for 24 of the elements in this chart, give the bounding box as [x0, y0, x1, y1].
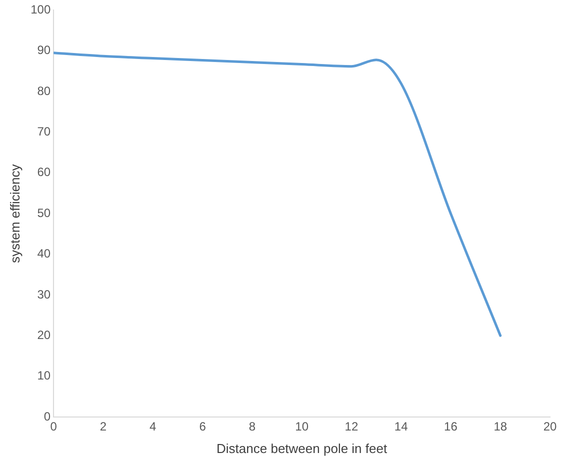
y-tick-label: 30: [37, 287, 51, 302]
y-axis-title: system efficiency: [7, 164, 22, 263]
x-tick-label: 10: [295, 420, 309, 434]
y-tick-label: 60: [37, 165, 51, 180]
x-tick-label: 4: [150, 420, 157, 434]
x-tick-label: 18: [494, 420, 508, 434]
y-tick-label: 0: [44, 409, 51, 424]
y-tick-label: 40: [37, 246, 51, 261]
y-tick-label: 50: [37, 206, 51, 220]
y-tick-label: 70: [37, 124, 51, 139]
x-tick-label: 20: [543, 420, 557, 434]
x-axis-title: Distance between pole in feet: [216, 440, 388, 456]
x-tick-label: 16: [444, 420, 458, 434]
x-tick-label: 6: [199, 420, 206, 434]
y-tick-label: 20: [37, 328, 51, 342]
x-tick-label: 14: [394, 420, 408, 434]
x-tick-label: 12: [344, 420, 358, 434]
y-tick-label: 10: [37, 368, 51, 383]
line-series: [54, 52, 502, 337]
x-tick-label: 8: [248, 420, 256, 434]
y-tick-label: 100: [30, 2, 51, 17]
y-tick-label: 80: [37, 84, 51, 98]
y-tick-label: 90: [37, 43, 51, 58]
x-tick-label: 2: [100, 420, 107, 434]
